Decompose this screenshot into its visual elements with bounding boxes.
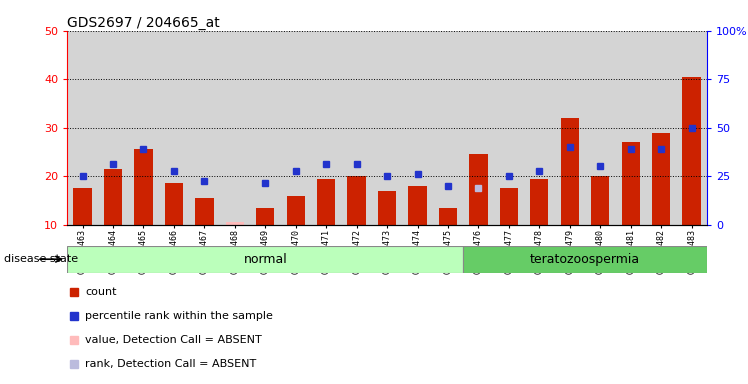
- Bar: [73, 188, 92, 225]
- Text: disease state: disease state: [4, 254, 78, 264]
- Text: value, Detection Call = ABSENT: value, Detection Call = ABSENT: [85, 335, 262, 345]
- Bar: [104, 169, 122, 225]
- Bar: [165, 184, 183, 225]
- Bar: [250, 31, 280, 225]
- Bar: [561, 118, 579, 225]
- FancyBboxPatch shape: [463, 246, 707, 273]
- Bar: [469, 154, 488, 225]
- Bar: [226, 222, 244, 225]
- Bar: [554, 31, 585, 225]
- Bar: [128, 31, 159, 225]
- Text: teratozoospermia: teratozoospermia: [530, 253, 640, 266]
- Bar: [494, 31, 524, 225]
- Bar: [591, 176, 610, 225]
- Bar: [135, 149, 153, 225]
- Bar: [189, 31, 220, 225]
- Bar: [530, 179, 548, 225]
- Text: GDS2697 / 204665_at: GDS2697 / 204665_at: [67, 16, 220, 30]
- Bar: [646, 31, 676, 225]
- Bar: [585, 31, 616, 225]
- Text: normal: normal: [243, 253, 287, 266]
- Bar: [524, 31, 554, 225]
- Bar: [372, 31, 402, 225]
- Bar: [439, 208, 457, 225]
- Bar: [622, 142, 640, 225]
- Text: count: count: [85, 287, 117, 297]
- Bar: [500, 188, 518, 225]
- Bar: [280, 31, 311, 225]
- Bar: [256, 208, 275, 225]
- Bar: [195, 198, 213, 225]
- Text: percentile rank within the sample: percentile rank within the sample: [85, 311, 273, 321]
- Bar: [348, 176, 366, 225]
- Bar: [402, 31, 433, 225]
- Bar: [463, 31, 494, 225]
- Bar: [286, 195, 305, 225]
- Bar: [341, 31, 372, 225]
- FancyBboxPatch shape: [67, 246, 463, 273]
- Bar: [408, 186, 426, 225]
- Bar: [67, 31, 98, 225]
- Bar: [378, 191, 396, 225]
- Bar: [311, 31, 341, 225]
- Bar: [652, 132, 670, 225]
- Bar: [616, 31, 646, 225]
- Bar: [220, 31, 250, 225]
- Bar: [676, 31, 707, 225]
- Bar: [98, 31, 128, 225]
- Bar: [433, 31, 463, 225]
- Bar: [317, 179, 335, 225]
- Bar: [682, 77, 701, 225]
- Bar: [159, 31, 189, 225]
- Text: rank, Detection Call = ABSENT: rank, Detection Call = ABSENT: [85, 359, 257, 369]
